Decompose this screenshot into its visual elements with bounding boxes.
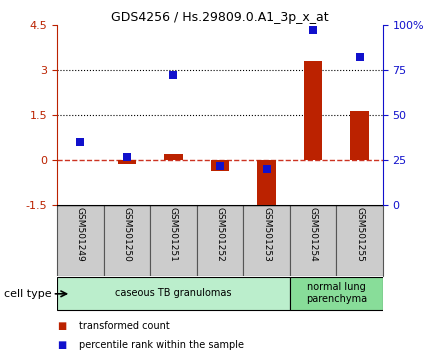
Bar [290, 205, 336, 276]
Text: GSM501255: GSM501255 [355, 207, 364, 262]
Bar [243, 205, 290, 276]
Text: normal lung
parenchyma: normal lung parenchyma [306, 282, 367, 304]
Bar [336, 205, 383, 276]
Text: GSM501253: GSM501253 [262, 207, 271, 262]
Title: GDS4256 / Hs.29809.0.A1_3p_x_at: GDS4256 / Hs.29809.0.A1_3p_x_at [111, 11, 329, 24]
Text: caseous TB granulomas: caseous TB granulomas [115, 288, 232, 298]
Text: GSM501251: GSM501251 [169, 207, 178, 262]
Point [356, 55, 363, 60]
Bar [257, 160, 276, 208]
Bar [57, 205, 104, 276]
Point [124, 154, 131, 159]
Point [309, 27, 316, 33]
Point [216, 163, 224, 169]
Bar [350, 110, 369, 160]
Text: GSM501249: GSM501249 [76, 207, 85, 262]
Point [170, 73, 177, 78]
Text: GSM501250: GSM501250 [122, 207, 132, 262]
Text: cell type: cell type [4, 289, 52, 299]
Text: ■: ■ [57, 340, 66, 350]
Point [263, 166, 270, 172]
Text: transformed count: transformed count [79, 321, 170, 331]
Bar [197, 205, 243, 276]
Bar [150, 205, 197, 276]
Text: GSM501252: GSM501252 [216, 207, 224, 262]
Bar [211, 160, 229, 171]
Text: percentile rank within the sample: percentile rank within the sample [79, 340, 244, 350]
Text: ■: ■ [57, 321, 66, 331]
Text: GSM501254: GSM501254 [308, 207, 318, 262]
Bar [104, 205, 150, 276]
Bar [117, 160, 136, 164]
Bar [290, 277, 383, 310]
Bar [164, 154, 183, 160]
Bar [304, 61, 323, 160]
Point [77, 139, 84, 145]
Bar [57, 277, 290, 310]
